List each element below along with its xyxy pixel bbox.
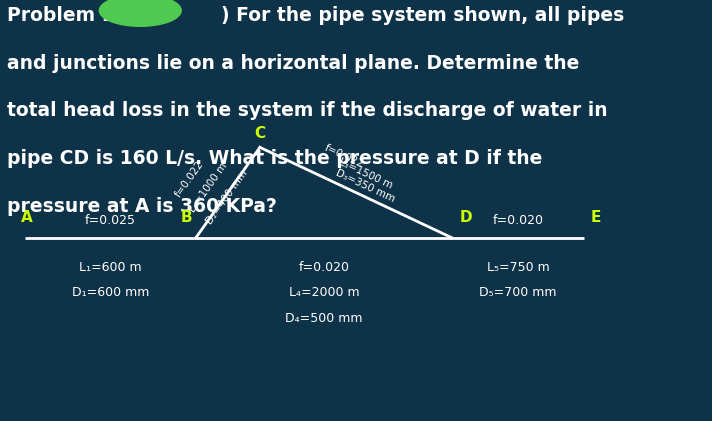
Ellipse shape: [100, 0, 181, 27]
Text: f=0.022: f=0.022: [323, 143, 365, 170]
Text: total head loss in the system if the discharge of water in: total head loss in the system if the dis…: [7, 101, 608, 120]
Text: D₃=350 mm: D₃=350 mm: [334, 168, 397, 204]
Text: L₂=1000 m: L₂=1000 m: [187, 161, 229, 214]
Text: C: C: [254, 126, 266, 141]
Text: L₅=750 m: L₅=750 m: [486, 261, 550, 274]
Text: L₄=2000 m: L₄=2000 m: [288, 286, 360, 299]
Text: D₁=600 mm: D₁=600 mm: [72, 286, 149, 299]
Text: Problem 1(: Problem 1(: [7, 6, 123, 25]
Text: E: E: [591, 210, 602, 225]
Text: f=0.020: f=0.020: [298, 261, 350, 274]
Text: ) For the pipe system shown, all pipes: ) For the pipe system shown, all pipes: [221, 6, 624, 25]
Text: B: B: [181, 210, 192, 225]
Text: and junctions lie on a horizontal plane. Determine the: and junctions lie on a horizontal plane.…: [7, 54, 580, 73]
Text: pipe CD is 160 L/s. What is the pressure at D if the: pipe CD is 160 L/s. What is the pressure…: [7, 149, 543, 168]
Text: f=0.025: f=0.025: [85, 214, 136, 227]
Text: L₁=600 m: L₁=600 m: [79, 261, 142, 274]
Text: D₂=400 mm: D₂=400 mm: [205, 168, 250, 226]
Text: D₄=500 mm: D₄=500 mm: [286, 312, 362, 325]
Text: pressure at A is 360 KPa?: pressure at A is 360 KPa?: [7, 197, 277, 216]
Text: L₃=1500 m: L₃=1500 m: [337, 157, 394, 190]
Text: f=0.020: f=0.020: [493, 214, 543, 227]
Text: D: D: [459, 210, 472, 225]
Text: D₅=700 mm: D₅=700 mm: [479, 286, 557, 299]
Text: A: A: [21, 210, 33, 225]
Text: f=0.022: f=0.022: [173, 159, 206, 199]
